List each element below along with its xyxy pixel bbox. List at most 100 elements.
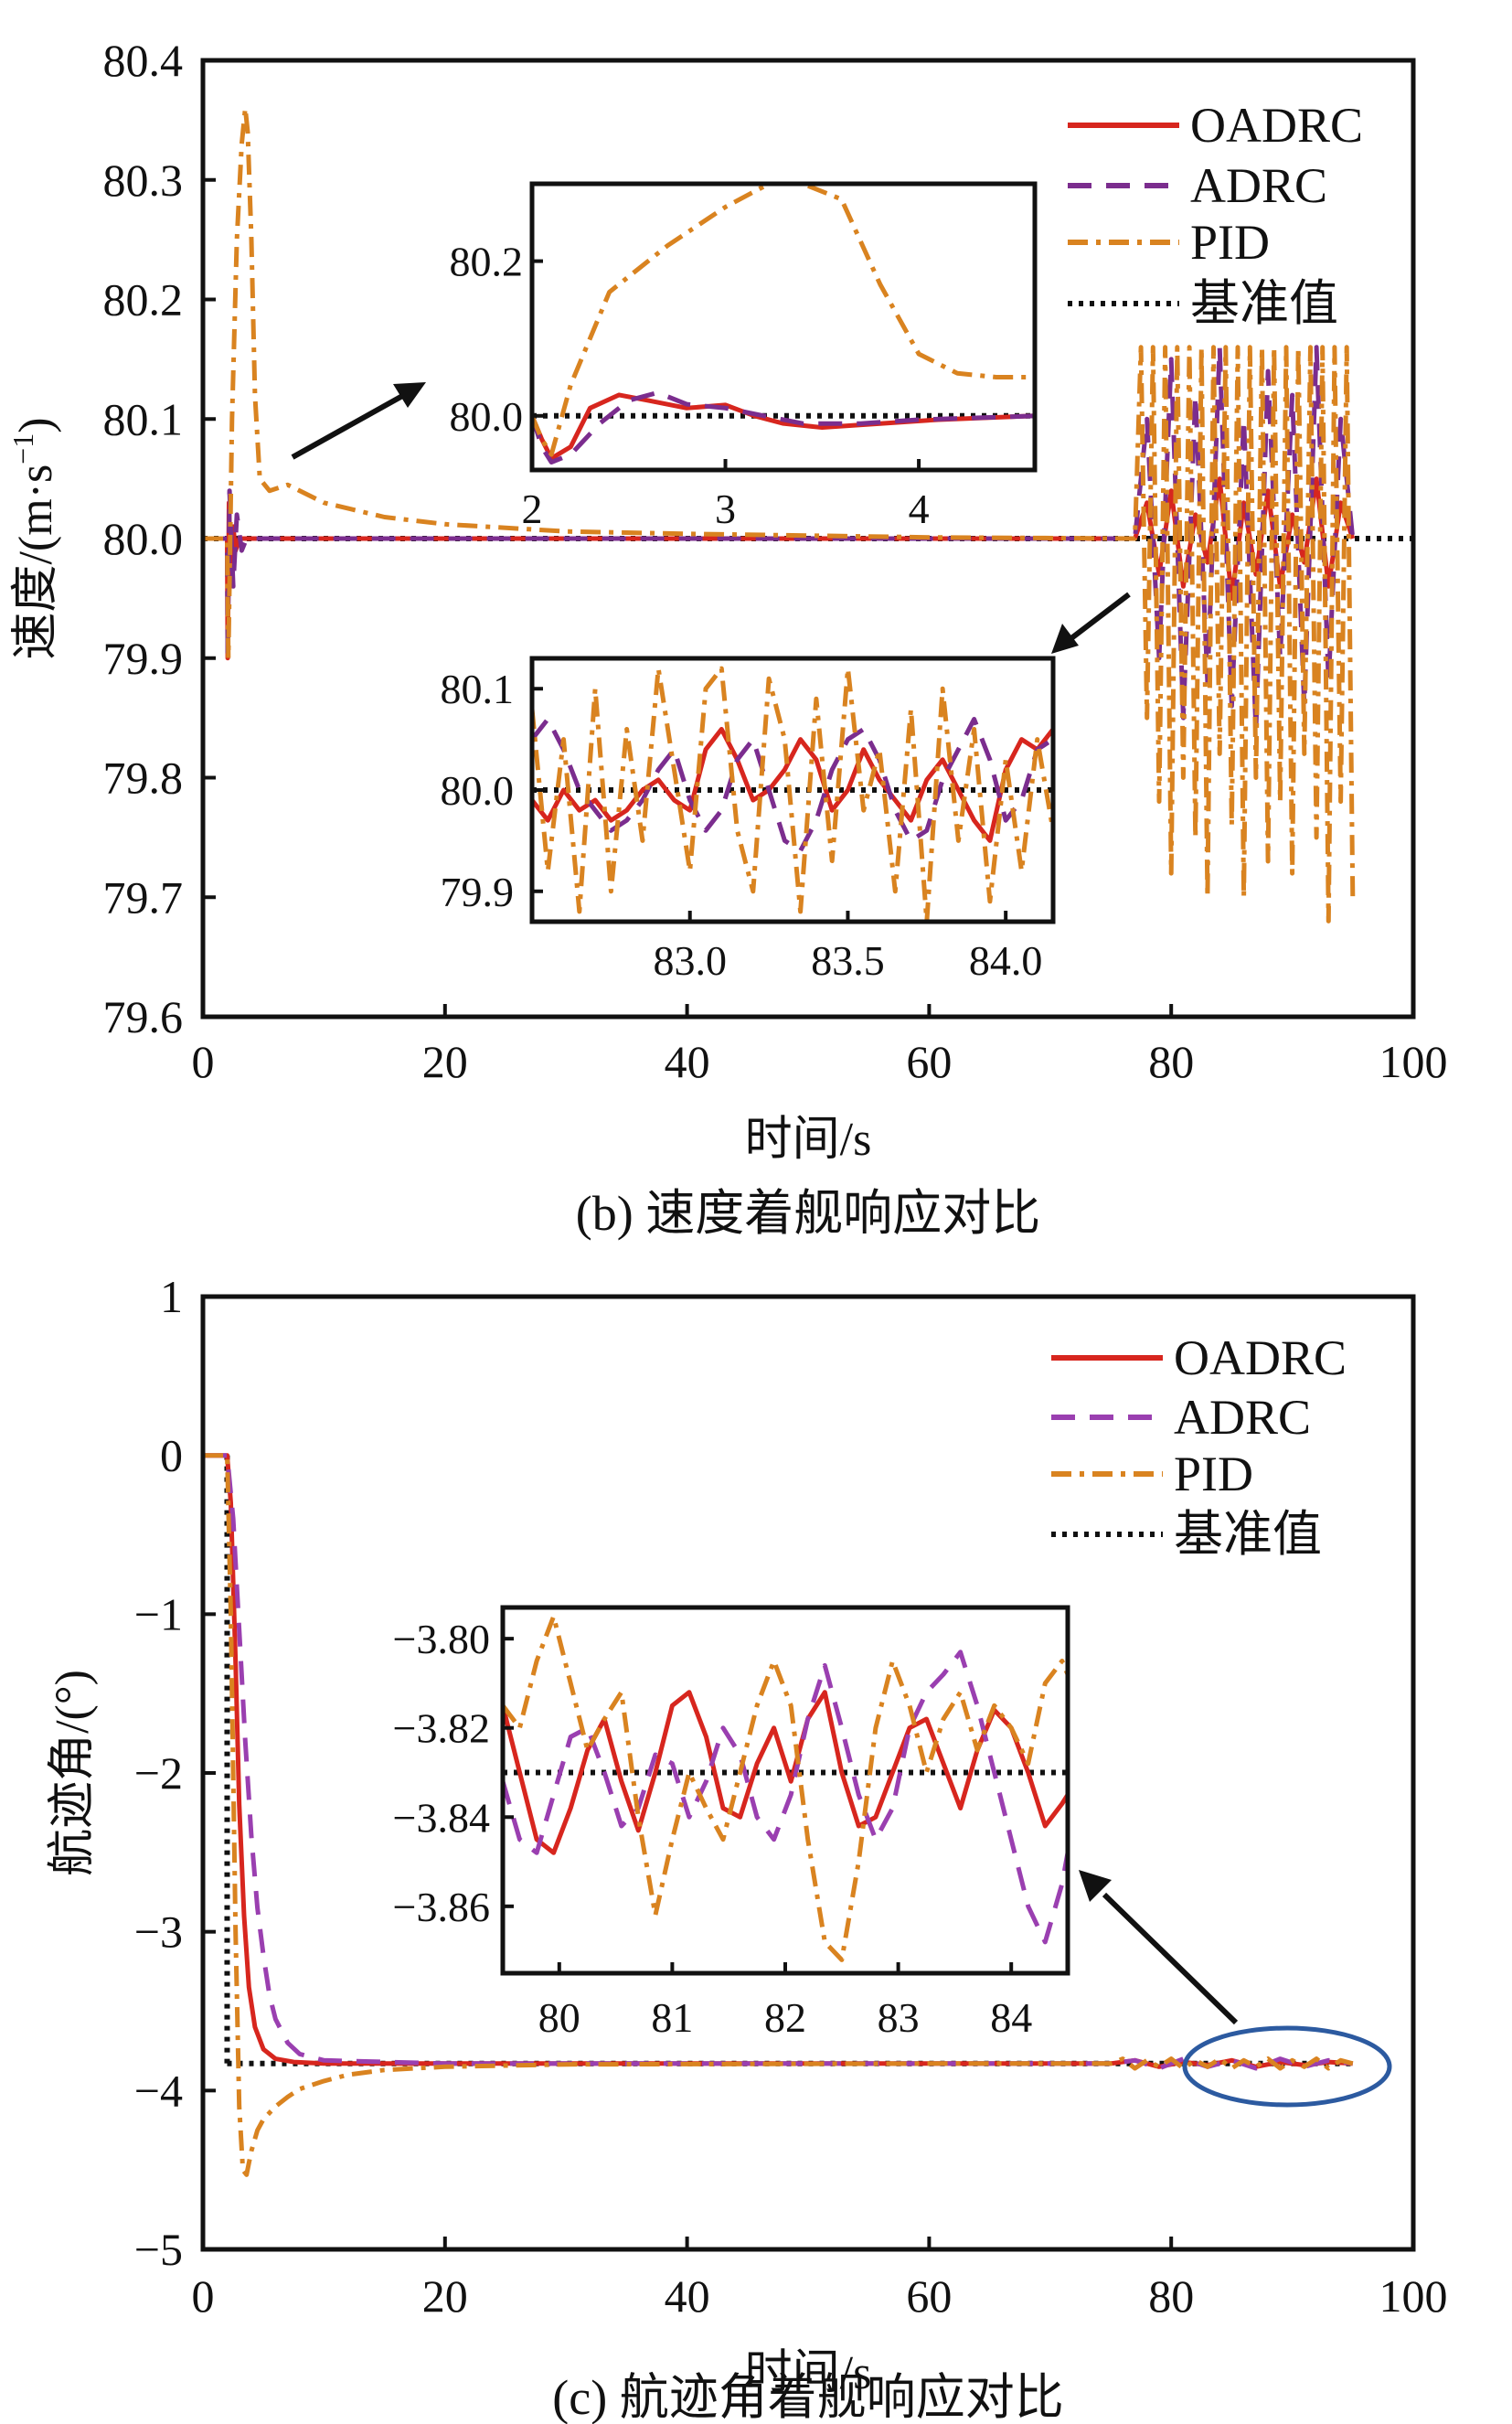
inset-arrow-2 bbox=[1051, 592, 1131, 654]
y-tick-label: 80.4 bbox=[103, 35, 184, 86]
y-axis-ticks: 79.6 79.7 79.8 79.9 80.0 80.1 80.2 80.3 80.4 bbox=[103, 35, 216, 1042]
inset-y-tick-label: −3.82 bbox=[393, 1705, 490, 1752]
legend-label-oadrc: OADRC bbox=[1174, 1330, 1347, 1385]
legend-label-adrc: ADRC bbox=[1174, 1390, 1311, 1445]
inset-x-tick-label: 83 bbox=[878, 1994, 920, 2041]
inset-x-tick-label: 83.0 bbox=[653, 937, 727, 984]
inset-y-tick-label: 80.1 bbox=[441, 666, 515, 712]
inset-frame bbox=[500, 1605, 1070, 1976]
x-tick-label: 0 bbox=[192, 2270, 215, 2322]
chart-panel-speed: 79.679.779.879.980.080.180.280.380.4 0 20… bbox=[6, 35, 1448, 1241]
y-tick-label: 80.0 bbox=[103, 513, 184, 564]
x-tick-label: 0 bbox=[192, 1036, 215, 1087]
legend-label-pid: PID bbox=[1174, 1447, 1253, 1501]
highlight-ellipse bbox=[1182, 2025, 1392, 2108]
y-tick-label: 80.3 bbox=[103, 155, 184, 206]
series-line-pid bbox=[203, 105, 1356, 924]
series-line-pid bbox=[532, 666, 1053, 922]
plot-frame bbox=[200, 58, 1416, 1020]
y-tick-label: 0 bbox=[160, 1430, 183, 1481]
x-tick-label: 60 bbox=[906, 1036, 952, 1087]
legend-label-ref: 基准值 bbox=[1174, 1507, 1322, 1562]
inset-x-tick-label: 80 bbox=[538, 1994, 580, 2041]
x-tick-label: 20 bbox=[422, 2270, 468, 2322]
inset-frame bbox=[529, 656, 1056, 924]
legend-label-oadrc: OADRC bbox=[1190, 98, 1363, 153]
plot-frame bbox=[200, 1294, 1416, 2252]
x-tick-label: 80 bbox=[1148, 2270, 1194, 2322]
series-line-adrc bbox=[532, 390, 1035, 465]
inset-y-tick-label: 80.0 bbox=[441, 767, 515, 814]
inset-frame bbox=[529, 181, 1038, 473]
series-line-oadrc bbox=[532, 727, 1053, 843]
x-tick-label: 20 bbox=[422, 1036, 468, 1087]
inset-y-tick-label: −3.84 bbox=[393, 1794, 490, 1841]
series-lines bbox=[503, 1614, 1068, 1962]
legend-label-adrc: ADRC bbox=[1190, 158, 1327, 213]
inset-y-tick-label: −3.86 bbox=[393, 1884, 490, 1930]
x-axis-ticks: 0 20 40 60 80 100 bbox=[192, 1004, 1448, 1087]
inset-y-tick-label: 80.2 bbox=[450, 239, 524, 285]
inset-x-tick-label: 3 bbox=[715, 486, 736, 532]
inset-arrow-1 bbox=[291, 382, 426, 460]
inset-y-tick-label: −3.80 bbox=[393, 1616, 490, 1662]
y-tick-label: 79.6 bbox=[103, 991, 184, 1042]
inset-x-tick-label: 84.0 bbox=[969, 937, 1043, 984]
x-tick-label: 60 bbox=[906, 2270, 952, 2322]
inset-x-tick-label: 2 bbox=[522, 486, 543, 532]
y-axis-label: 航迹角/(°) bbox=[47, 1670, 99, 1876]
y-tick-label: 79.9 bbox=[103, 633, 184, 684]
x-tick-label: 100 bbox=[1379, 1036, 1448, 1087]
inset-ticks: 80.0 80.2 2 3 4 bbox=[450, 239, 930, 532]
legend-label-pid: PID bbox=[1190, 215, 1270, 270]
inset-x-tick-label: 81 bbox=[651, 1994, 693, 2041]
chart-panel-flight-path-angle: −5−4−3−2−101 0 20 40 60 80 100 −3.80−3.82−3.8… bbox=[47, 1271, 1448, 2424]
series-line-pid bbox=[503, 1614, 1068, 1962]
y-axis-ticks: −5 −4 −3 −2 −1 0 1 bbox=[134, 1271, 216, 2275]
inset-x-tick-label: 83.5 bbox=[811, 937, 885, 984]
inset-x-tick-label: 84 bbox=[990, 1994, 1032, 2041]
inset-x-tick-label: 82 bbox=[764, 1994, 806, 2041]
y-tick-label: 80.1 bbox=[103, 393, 184, 444]
y-tick-label: 79.7 bbox=[103, 871, 184, 923]
inset-arrow bbox=[1079, 1870, 1239, 2025]
series-lines bbox=[532, 666, 1053, 922]
y-tick-label: −1 bbox=[134, 1588, 183, 1639]
series-line-adrc bbox=[203, 345, 1356, 732]
x-tick-label: 100 bbox=[1379, 2270, 1448, 2322]
x-axis-ticks: 0 20 40 60 80 100 bbox=[192, 2237, 1448, 2322]
series-lines bbox=[532, 184, 1035, 465]
series-lines bbox=[203, 1453, 1354, 2177]
legend-label-ref: 基准值 bbox=[1190, 276, 1338, 331]
legend: OADRC ADRC PID 基准值 bbox=[1059, 98, 1397, 340]
inset-y-tick-label: 80.0 bbox=[450, 393, 524, 440]
series-line-adrc bbox=[503, 1650, 1068, 1945]
legend: OADRC ADRC PID 基准值 bbox=[1042, 1330, 1390, 1575]
y-tick-label: −3 bbox=[134, 1906, 183, 1958]
y-tick-label: 1 bbox=[160, 1271, 183, 1322]
x-axis-label: 时间/s bbox=[745, 2347, 872, 2399]
y-axis-label: 速度/(m·s−1) bbox=[6, 417, 62, 659]
series-line-pid bbox=[203, 1453, 1354, 2177]
x-axis-label: 时间/s bbox=[745, 1114, 872, 1166]
series-line-pid bbox=[532, 184, 1035, 457]
inset-ticks: −3.80 −3.82 −3.84 −3.86 80 81 82 83 84 bbox=[393, 1616, 1033, 2041]
caption: (c) 航迹角着舰响应对比 bbox=[552, 2370, 1063, 2424]
caption: (b) 速度着舰响应对比 bbox=[576, 1186, 1040, 1241]
x-tick-label: 40 bbox=[665, 1036, 710, 1087]
inset-x-tick-label: 4 bbox=[909, 486, 930, 532]
series-lines bbox=[203, 105, 1356, 924]
y-tick-label: −4 bbox=[134, 2065, 183, 2116]
inset-zoom-late: 79.9 80.0 80.1 83.0 83.5 84.0 bbox=[441, 656, 1056, 984]
y-tick-label: −5 bbox=[134, 2224, 183, 2275]
y-tick-label: 80.2 bbox=[103, 274, 184, 326]
x-tick-label: 40 bbox=[665, 2270, 710, 2322]
inset-zoom-start: 80.0 80.2 2 3 4 bbox=[450, 181, 1038, 532]
inset-zoom-late: −3.80 −3.82 −3.84 −3.86 80 81 82 83 84 bbox=[393, 1605, 1070, 2041]
x-tick-label: 80 bbox=[1148, 1036, 1194, 1087]
series-line-adrc bbox=[203, 1453, 1354, 2071]
y-tick-label: 79.8 bbox=[103, 753, 184, 804]
inset-y-tick-label: 79.9 bbox=[441, 869, 515, 915]
y-tick-label: −2 bbox=[134, 1747, 183, 1799]
